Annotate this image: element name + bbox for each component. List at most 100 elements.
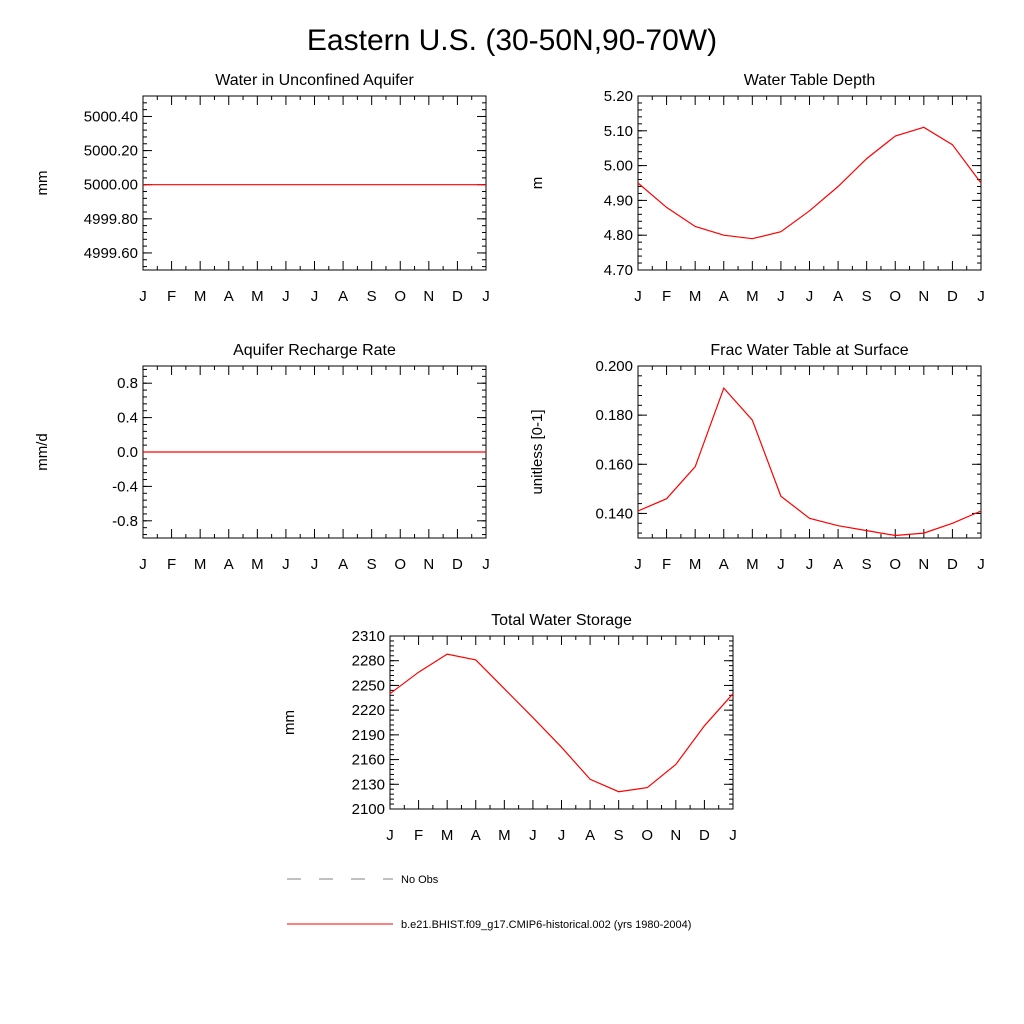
x-tick-label: J (806, 288, 814, 305)
plot-frame (637, 365, 982, 539)
x-tick-label: J (529, 827, 537, 844)
x-tick-label: A (833, 288, 843, 305)
y-tick-label: 5000.00 (84, 177, 138, 194)
y-tick-label: 2220 (352, 702, 385, 719)
y-tick-label: 4999.60 (84, 245, 138, 262)
y-tick-label: 0.180 (595, 407, 633, 424)
x-tick-label: N (423, 556, 434, 573)
x-tick-label: A (833, 556, 843, 573)
x-tick-label: O (889, 288, 901, 305)
x-tick-label: A (585, 827, 595, 844)
x-tick-label: J (977, 556, 985, 573)
x-tick-label: O (889, 556, 901, 573)
x-tick-label: S (367, 556, 377, 573)
y-tick-label: 5000.40 (84, 108, 138, 125)
x-tick-label: J (282, 556, 290, 573)
legend-model-label: b.e21.BHIST.f09_g17.CMIP6-historical.002… (401, 919, 691, 931)
y-tick-label: -0.8 (112, 513, 138, 530)
x-tick-label: N (918, 288, 929, 305)
x-tick-label: J (139, 556, 147, 573)
x-tick-label: S (367, 288, 377, 305)
x-tick-label: A (224, 556, 234, 573)
y-tick-label: 0.140 (595, 505, 633, 522)
y-tick-label: 4.70 (604, 262, 633, 279)
x-tick-label: J (386, 827, 394, 844)
y-tick-label: 0.160 (595, 456, 633, 473)
series-line (637, 126, 982, 240)
panel-title: Aquifer Recharge Rate (233, 342, 396, 359)
legend: No Obs b.e21.BHIST.f09_g17.CMIP6-histori… (287, 874, 691, 931)
panel-title: Total Water Storage (491, 612, 632, 629)
x-tick-label: J (558, 827, 566, 844)
x-tick-label: J (311, 556, 319, 573)
x-tick-label: A (338, 288, 348, 305)
y-axis-label: unitless [0-1] (529, 409, 546, 494)
panel-title: Frac Water Table at Surface (710, 342, 908, 359)
y-tick-label: 2310 (352, 628, 385, 645)
x-tick-label: J (634, 556, 642, 573)
x-tick-label: A (719, 556, 729, 573)
x-tick-label: J (482, 288, 490, 305)
x-tick-label: A (338, 556, 348, 573)
x-tick-label: J (482, 556, 490, 573)
x-tick-label: D (452, 556, 463, 573)
x-tick-label: J (139, 288, 147, 305)
y-tick-label: -0.4 (112, 478, 138, 495)
x-tick-label: M (746, 556, 759, 573)
x-tick-label: D (947, 288, 958, 305)
x-tick-label: S (614, 827, 624, 844)
plot-frame (389, 635, 734, 810)
y-tick-label: 5.10 (604, 123, 633, 140)
x-tick-label: M (194, 288, 207, 305)
x-tick-label: D (699, 827, 710, 844)
x-tick-label: J (777, 288, 785, 305)
y-tick-label: 0.200 (595, 358, 633, 375)
panel-title: Water Table Depth (744, 72, 876, 89)
x-tick-label: M (689, 288, 702, 305)
y-tick-label: 4.90 (604, 192, 633, 209)
x-tick-label: A (471, 827, 481, 844)
x-tick-label: J (729, 827, 737, 844)
x-tick-label: A (224, 288, 234, 305)
x-tick-label: N (918, 556, 929, 573)
plot-frame (142, 95, 487, 271)
x-tick-label: N (423, 288, 434, 305)
x-tick-label: M (194, 556, 207, 573)
y-tick-label: 2190 (352, 727, 385, 744)
y-axis-label: mm/d (34, 433, 51, 471)
x-tick-label: M (746, 288, 759, 305)
series-line (637, 386, 982, 537)
y-tick-label: 5.20 (604, 88, 633, 105)
x-tick-label: M (689, 556, 702, 573)
y-axis-label: m (529, 177, 546, 190)
series-line (389, 653, 734, 793)
y-tick-label: 4999.80 (84, 211, 138, 228)
x-tick-label: D (947, 556, 958, 573)
y-axis-label: mm (34, 171, 51, 196)
x-tick-label: M (251, 288, 264, 305)
x-tick-label: O (641, 827, 653, 844)
x-tick-label: J (634, 288, 642, 305)
x-tick-label: O (394, 288, 406, 305)
x-tick-label: J (311, 288, 319, 305)
y-tick-label: 2130 (352, 776, 385, 793)
panel-title: Water in Unconfined Aquifer (215, 72, 414, 89)
y-tick-label: 0.8 (117, 375, 138, 392)
x-tick-label: M (441, 827, 454, 844)
y-tick-label: 2280 (352, 653, 385, 670)
y-tick-label: 2100 (352, 801, 385, 818)
x-tick-label: F (414, 827, 423, 844)
y-tick-label: 5.00 (604, 158, 633, 175)
x-tick-label: A (719, 288, 729, 305)
x-tick-label: D (452, 288, 463, 305)
x-tick-label: J (777, 556, 785, 573)
y-axis-label: mm (281, 710, 298, 735)
x-tick-label: S (862, 288, 872, 305)
y-tick-label: 2160 (352, 752, 385, 769)
legend-obs-label: No Obs (401, 874, 439, 886)
